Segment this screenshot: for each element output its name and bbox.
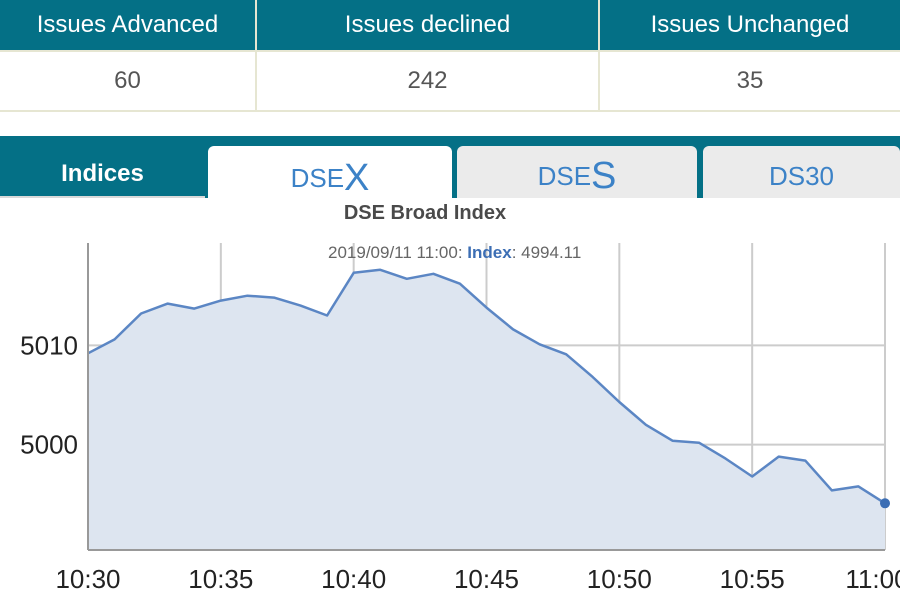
- value-issues-advanced: 60: [0, 52, 255, 110]
- index-tabs: Indices DSE X DSE S DS30: [0, 136, 900, 210]
- x-tick-label: 10:40: [321, 564, 386, 594]
- x-tick-label: 10:35: [188, 564, 253, 594]
- tab-dses-prefix: DSE: [537, 160, 592, 191]
- chart-axes: [87, 243, 885, 551]
- header-issues-advanced: Issues Advanced: [0, 0, 255, 50]
- issues-summary-table: Issues Advanced Issues declined Issues U…: [0, 0, 900, 112]
- row-divider: [0, 50, 900, 52]
- tab-dsex-prefix: DSE: [290, 162, 345, 193]
- column-divider: [255, 0, 257, 112]
- tab-dsex-suffix: X: [344, 156, 370, 199]
- row-divider: [0, 110, 900, 112]
- chart-title: DSE Broad Index: [344, 202, 506, 224]
- index-chart: DSE Broad Index 2019/09/11 11:00: Index:…: [0, 198, 900, 600]
- value-issues-declined: 242: [257, 52, 598, 110]
- header-issues-unchanged: Issues Unchanged: [600, 0, 900, 50]
- header-issues-declined: Issues declined: [257, 0, 598, 50]
- tabbar-top-border: [0, 136, 900, 146]
- x-tick-label: 11:00: [845, 564, 900, 594]
- y-tick-label: 5000: [20, 430, 78, 460]
- tab-dses[interactable]: DSE S: [457, 146, 697, 206]
- y-axis-labels: 5010 5000: [20, 330, 78, 459]
- tab-ds30[interactable]: DS30: [703, 146, 900, 206]
- indices-label: Indices: [61, 160, 144, 187]
- index-area-fill: [88, 269, 885, 550]
- x-tick-label: 10:55: [720, 564, 785, 594]
- y-tick-label: 5010: [20, 330, 78, 360]
- chart-tooltip: 2019/09/11 11:00: Index: 4994.11: [328, 243, 581, 262]
- tooltip-label: Index: [467, 243, 512, 262]
- value-issues-unchanged: 35: [600, 52, 900, 110]
- x-tick-label: 10:50: [587, 564, 652, 594]
- x-tick-label: 10:30: [55, 564, 120, 594]
- tab-ds30-label: DS30: [768, 160, 835, 191]
- tooltip-time: 2019/09/11 11:00: [328, 243, 458, 262]
- chart-area-layer: [87, 268, 890, 550]
- tab-dses-suffix: S: [591, 154, 617, 197]
- index-series-line: [87, 268, 886, 505]
- index-chart-svg: DSE Broad Index 2019/09/11 11:00: Index:…: [0, 198, 900, 600]
- x-axis-labels: 10:30 10:35 10:40 10:45 10:50 10:55 11:00: [55, 564, 900, 594]
- tooltip-value: 4994.11: [521, 243, 581, 262]
- last-point-marker: [880, 498, 890, 509]
- x-tick-label: 10:45: [454, 564, 519, 594]
- indices-underline: [0, 196, 205, 198]
- column-divider: [598, 0, 600, 112]
